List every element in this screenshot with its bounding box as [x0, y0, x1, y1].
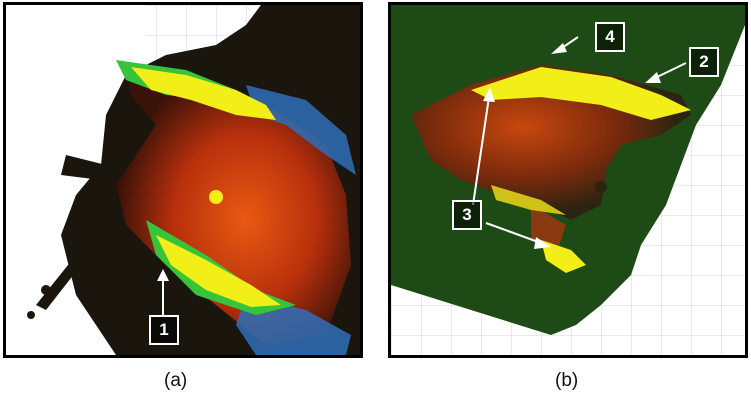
satellite-image-a	[6, 5, 360, 355]
caption-a: (a)	[164, 370, 188, 391]
label-1: 1	[149, 315, 179, 345]
label-2: 2	[689, 47, 719, 77]
label-3: 3	[452, 200, 482, 230]
panel-a-image: 1	[3, 2, 363, 358]
caption-b: (b)	[555, 370, 579, 391]
label-4: 4	[595, 22, 625, 52]
panel-b-image: 4 2 3	[388, 2, 748, 358]
satellite-image-b	[391, 5, 745, 355]
